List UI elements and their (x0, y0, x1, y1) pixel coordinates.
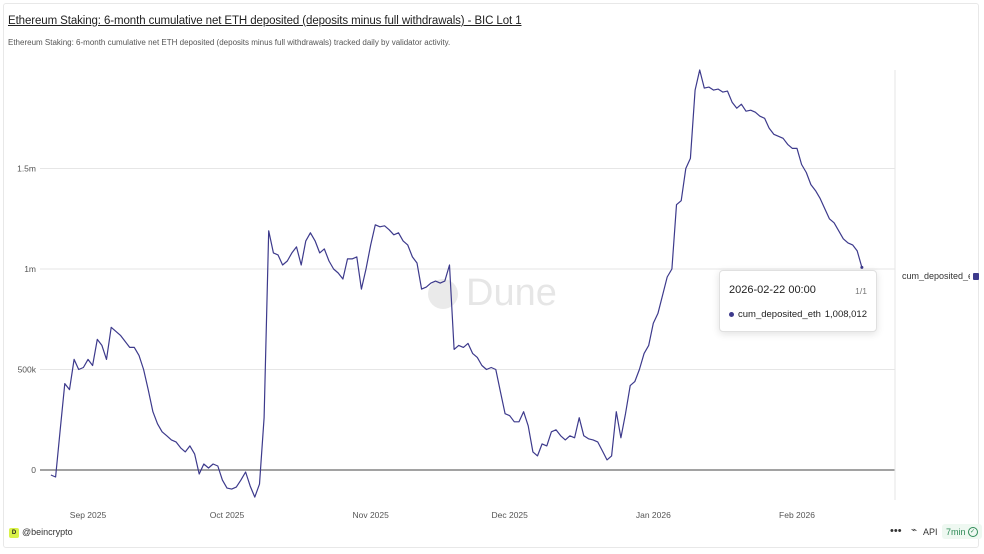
tooltip-date: 2026-02-22 00:00 (729, 284, 816, 296)
dune-watermark: Dune (428, 272, 557, 315)
y-axis-ticks: 0 500k 1m 1.5m (17, 164, 37, 476)
dune-watermark-icon (428, 278, 458, 309)
api-plug-icon[interactable]: ⌁ (911, 525, 918, 536)
y-tick-label: 500k (18, 365, 37, 375)
series-layer (50, 69, 864, 498)
x-tick-label: Dec 2025 (491, 510, 528, 520)
tooltip-series-dot (729, 312, 734, 317)
tooltip-series-value: 1,008,012 (824, 309, 867, 320)
tooltip-series-name: cum_deposited_eth (738, 309, 821, 320)
series-end-point[interactable] (860, 265, 864, 269)
tooltip-page-indicator: 1/1 (855, 286, 867, 296)
panel-footer: D @beincrypto ••• ⌁ API 7min ✓ (0, 520, 984, 548)
y-tick-label: 0 (31, 465, 36, 475)
more-dots-icon[interactable]: ••• (890, 525, 902, 537)
x-tick-label: Feb 2026 (779, 510, 815, 520)
x-tick-label: Sep 2025 (70, 510, 107, 520)
x-tick-label: Jan 2026 (636, 510, 671, 520)
refresh-time-label: 7min (946, 526, 966, 537)
api-button-label[interactable]: API (923, 527, 938, 537)
grid-layer (40, 70, 896, 500)
y-tick-label: 1.5m (17, 164, 36, 174)
chart-subtitle: Ethereum Staking: 6-month cumulative net… (8, 38, 451, 47)
hover-tooltip: 2026-02-22 00:00 1/1 cum_deposited_eth 1… (719, 270, 877, 332)
legend-label[interactable]: cum_deposited_eth (902, 271, 970, 281)
owner-handle-link[interactable]: @beincrypto (22, 527, 73, 537)
legend-swatch[interactable] (973, 273, 979, 280)
chart-title[interactable]: Ethereum Staking: 6-month cumulative net… (8, 15, 522, 27)
y-tick-label: 1m (24, 264, 36, 274)
check-circle-icon: ✓ (967, 526, 978, 537)
x-tick-label: Nov 2025 (352, 510, 389, 520)
dune-logo-icon[interactable]: D (9, 528, 19, 538)
x-tick-label: Oct 2025 (210, 510, 245, 520)
dune-watermark-text: Dune (466, 272, 557, 314)
x-axis-ticks: Sep 2025 Oct 2025 Nov 2025 Dec 2025 Jan 2026… (70, 510, 815, 520)
refresh-time-badge[interactable]: 7min ✓ (942, 524, 982, 539)
series-line-cum_deposited_eth[interactable] (50, 69, 863, 498)
